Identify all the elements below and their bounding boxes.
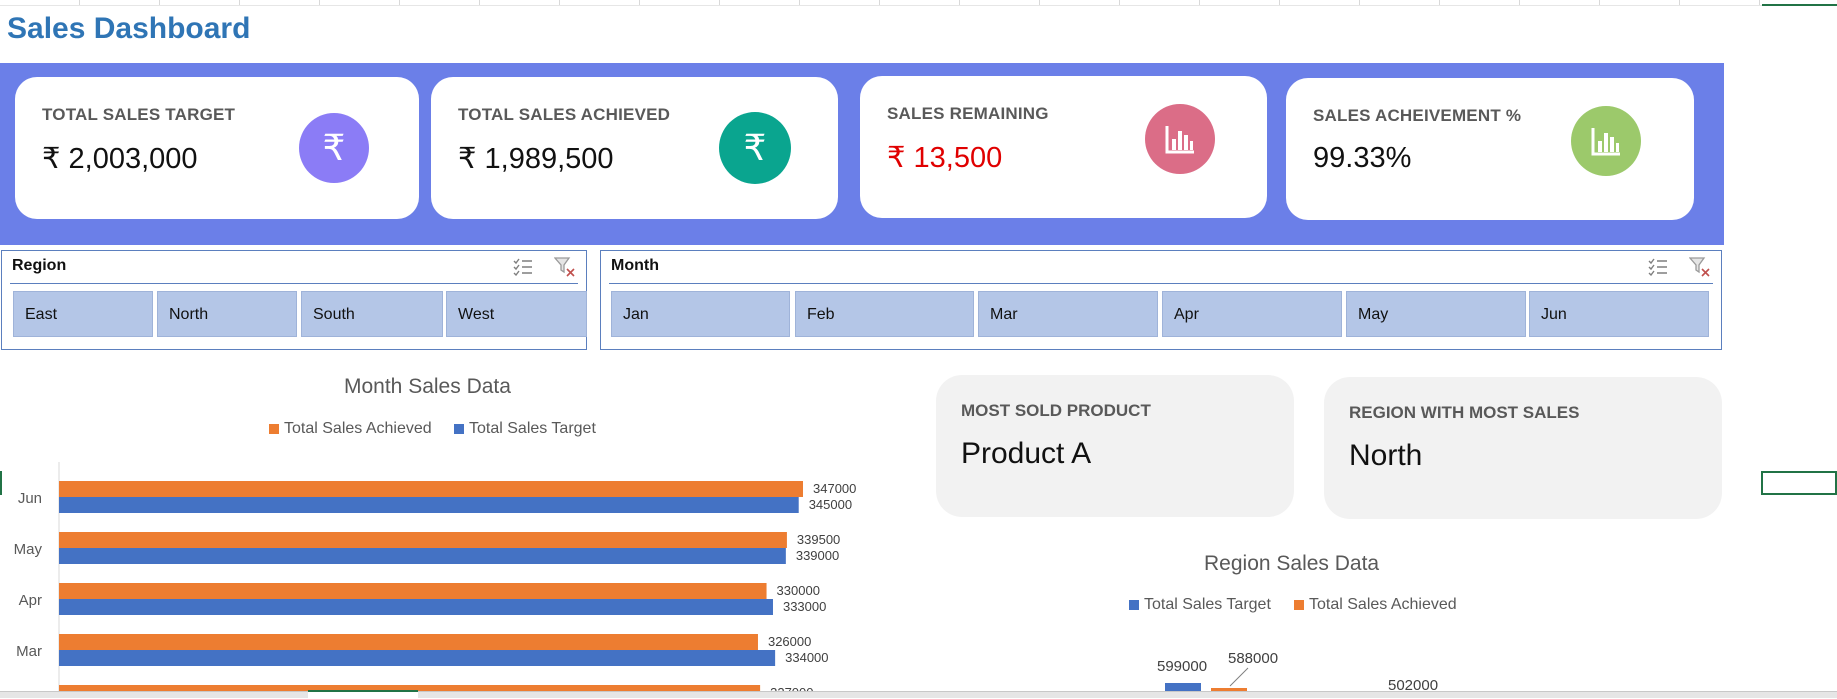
data-label: 334000: [785, 650, 828, 665]
region-slicer-item-south[interactable]: South: [301, 291, 443, 337]
legend-swatch: [1294, 600, 1304, 610]
bar-chart-icon: [1145, 104, 1215, 174]
info-value: North: [1349, 439, 1423, 472]
kpi-card-achievement-percent[interactable]: SALES ACHEIVEMENT % 99.33%: [1286, 78, 1694, 220]
legend-swatch: [454, 424, 464, 434]
month-chart-title: Month Sales Data: [344, 375, 511, 398]
data-label: 339500: [797, 532, 840, 547]
legend-item-achieved[interactable]: Total Sales Achieved: [1294, 596, 1457, 614]
most-sold-product-card[interactable]: MOST SOLD PRODUCT Product A: [936, 375, 1294, 517]
slicer-header: Region: [12, 257, 67, 274]
page-title: Sales Dashboard: [7, 12, 251, 45]
info-value: Product A: [961, 437, 1092, 470]
bar-target-apr[interactable]: [59, 599, 773, 615]
rupee-icon: ₹: [299, 113, 369, 183]
legend-swatch: [1129, 600, 1139, 610]
month-slicer-item-may[interactable]: May: [1346, 291, 1526, 337]
bar-target-north: [1165, 683, 1201, 691]
kpi-label: SALES ACHEIVEMENT %: [1313, 106, 1522, 125]
legend-swatch: [269, 424, 279, 434]
slicer-divider: [10, 283, 578, 284]
bar-target-mar[interactable]: [59, 650, 776, 666]
bar-achieved-feb[interactable]: [59, 685, 761, 691]
slicer-divider: [609, 283, 1713, 284]
bar-achieved-mar[interactable]: [59, 634, 758, 650]
clear-filter-icon[interactable]: [1689, 257, 1711, 277]
leader-line: [1229, 667, 1249, 687]
month-slicer: Month Jan Feb Mar Apr May Jun: [600, 250, 1722, 350]
data-label: 339000: [796, 548, 839, 563]
region-slicer: Region East North South West: [1, 250, 587, 350]
multi-select-icon[interactable]: [512, 257, 534, 277]
slicer-header: Month: [611, 257, 659, 274]
data-label: 327000: [770, 685, 813, 691]
category-label: Jun: [18, 490, 42, 507]
legend-label: Total Sales Target: [469, 420, 596, 437]
region-slicer-item-north[interactable]: North: [157, 291, 297, 337]
bar-target-may[interactable]: [59, 548, 786, 564]
kpi-value: ₹ 13,500: [887, 142, 1003, 174]
month-slicer-item-apr[interactable]: Apr: [1162, 291, 1342, 337]
category-label: Mar: [16, 643, 42, 660]
active-row-marker: [0, 471, 2, 495]
kpi-value: 99.33%: [1313, 142, 1412, 174]
rupee-icon: ₹: [719, 112, 791, 184]
kpi-value: ₹ 2,003,000: [42, 143, 198, 175]
data-label: 345000: [809, 497, 852, 512]
month-sales-chart: Jun347000345000May339500339000Apr3300003…: [14, 462, 856, 691]
kpi-label: TOTAL SALES TARGET: [42, 105, 236, 124]
legend-label: Total Sales Target: [1144, 596, 1271, 613]
info-label: MOST SOLD PRODUCT: [961, 401, 1151, 420]
legend-label: Total Sales Achieved: [284, 420, 432, 437]
sheet-tab-active[interactable]: [308, 690, 418, 699]
kpi-label: SALES REMAINING: [887, 104, 1049, 123]
month-slicer-item-mar[interactable]: Mar: [978, 291, 1158, 337]
kpi-band: TOTAL SALES TARGET ₹ 2,003,000 ₹ TOTAL S…: [0, 63, 1724, 245]
column-header-strip: [0, 0, 1837, 6]
region-slicer-item-east[interactable]: East: [13, 291, 153, 337]
data-label: 347000: [813, 481, 856, 496]
clear-filter-icon[interactable]: [554, 257, 576, 277]
month-slicer-item-jun[interactable]: Jun: [1529, 291, 1709, 337]
kpi-value: ₹ 1,989,500: [458, 143, 614, 175]
category-label: Apr: [19, 592, 42, 609]
legend-item-achieved[interactable]: Total Sales Achieved: [269, 420, 432, 438]
bar-chart-icon: [1571, 106, 1641, 176]
data-label: 330000: [777, 583, 820, 598]
kpi-card-total-achieved[interactable]: TOTAL SALES ACHIEVED ₹ 1,989,500 ₹: [431, 77, 838, 219]
region-sales-chart: 599000 588000 502000: [1157, 650, 1438, 691]
bar-achieved-jun[interactable]: [59, 481, 803, 497]
sheet-tab-bar: [0, 691, 1837, 698]
kpi-label: TOTAL SALES ACHIEVED: [458, 105, 671, 124]
selected-cell[interactable]: [1761, 471, 1837, 495]
data-label: 599000: [1157, 658, 1207, 675]
kpi-card-sales-remaining[interactable]: SALES REMAINING ₹ 13,500: [860, 76, 1267, 218]
region-slicer-item-west[interactable]: West: [446, 291, 587, 337]
month-slicer-item-feb[interactable]: Feb: [795, 291, 974, 337]
kpi-card-total-target[interactable]: TOTAL SALES TARGET ₹ 2,003,000 ₹: [15, 77, 419, 219]
category-label: May: [14, 541, 43, 558]
data-label: 588000: [1228, 650, 1278, 667]
active-column-marker: [1762, 0, 1837, 6]
multi-select-icon[interactable]: [1647, 257, 1669, 277]
data-label: 326000: [768, 634, 811, 649]
bar-achieved-apr[interactable]: [59, 583, 767, 599]
month-slicer-item-jan[interactable]: Jan: [611, 291, 790, 337]
legend-item-target[interactable]: Total Sales Target: [1129, 596, 1271, 614]
bar-achieved-may[interactable]: [59, 532, 787, 548]
data-label: 333000: [783, 599, 826, 614]
region-chart-title: Region Sales Data: [1204, 552, 1380, 575]
bar-achieved-north: [1211, 688, 1247, 691]
legend-item-target[interactable]: Total Sales Target: [454, 420, 596, 438]
bar-target-jun[interactable]: [59, 497, 799, 513]
legend-label: Total Sales Achieved: [1309, 596, 1457, 613]
region-most-sales-card[interactable]: REGION WITH MOST SALES North: [1324, 377, 1722, 519]
info-label: REGION WITH MOST SALES: [1349, 403, 1580, 422]
data-label: 502000: [1388, 677, 1438, 691]
